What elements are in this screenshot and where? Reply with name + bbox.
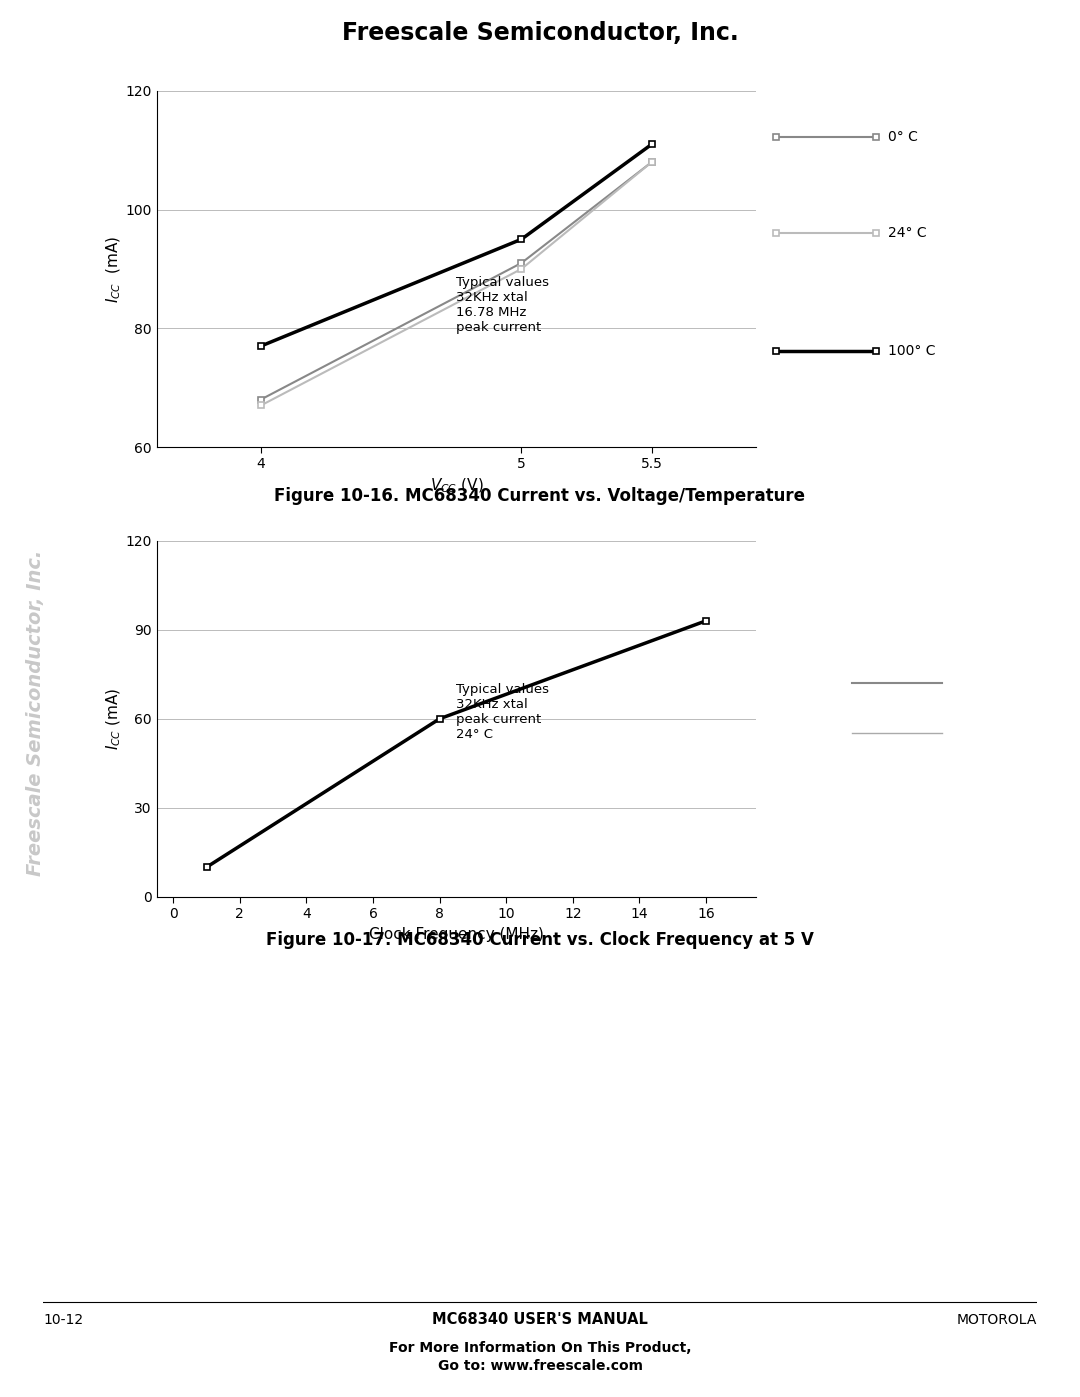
Text: MC68340 USER'S MANUAL: MC68340 USER'S MANUAL xyxy=(432,1312,648,1327)
Y-axis label: $I_{CC}$  (mA): $I_{CC}$ (mA) xyxy=(104,235,123,303)
Text: MOTOROLA: MOTOROLA xyxy=(957,1313,1037,1327)
Text: Figure 10-16. MC68340 Current vs. Voltage/Temperature: Figure 10-16. MC68340 Current vs. Voltag… xyxy=(274,488,806,504)
Text: For More Information On This Product,
Go to: www.freescale.com: For More Information On This Product, Go… xyxy=(389,1341,691,1373)
Text: Typical values
32KHz xtal
16.78 MHz
peak current: Typical values 32KHz xtal 16.78 MHz peak… xyxy=(457,275,550,334)
Y-axis label: $I_{CC}$ (mA): $I_{CC}$ (mA) xyxy=(104,687,123,750)
Text: Freescale Semiconductor, Inc.: Freescale Semiconductor, Inc. xyxy=(341,21,739,45)
Text: 0° C: 0° C xyxy=(888,130,918,144)
Text: 10-12: 10-12 xyxy=(43,1313,83,1327)
Text: 100° C: 100° C xyxy=(888,344,935,358)
Text: Typical values
32KHz xtal
peak current
24° C: Typical values 32KHz xtal peak current 2… xyxy=(457,683,550,740)
Text: Figure 10-17. MC68340 Current vs. Clock Frequency at 5 V: Figure 10-17. MC68340 Current vs. Clock … xyxy=(266,932,814,949)
Text: 24° C: 24° C xyxy=(888,226,927,240)
Text: Freescale Semiconductor, Inc.: Freescale Semiconductor, Inc. xyxy=(26,549,44,876)
X-axis label: Clock Frequency (MHz): Clock Frequency (MHz) xyxy=(369,926,543,942)
X-axis label: $V_{CC}$ (V): $V_{CC}$ (V) xyxy=(430,476,483,496)
